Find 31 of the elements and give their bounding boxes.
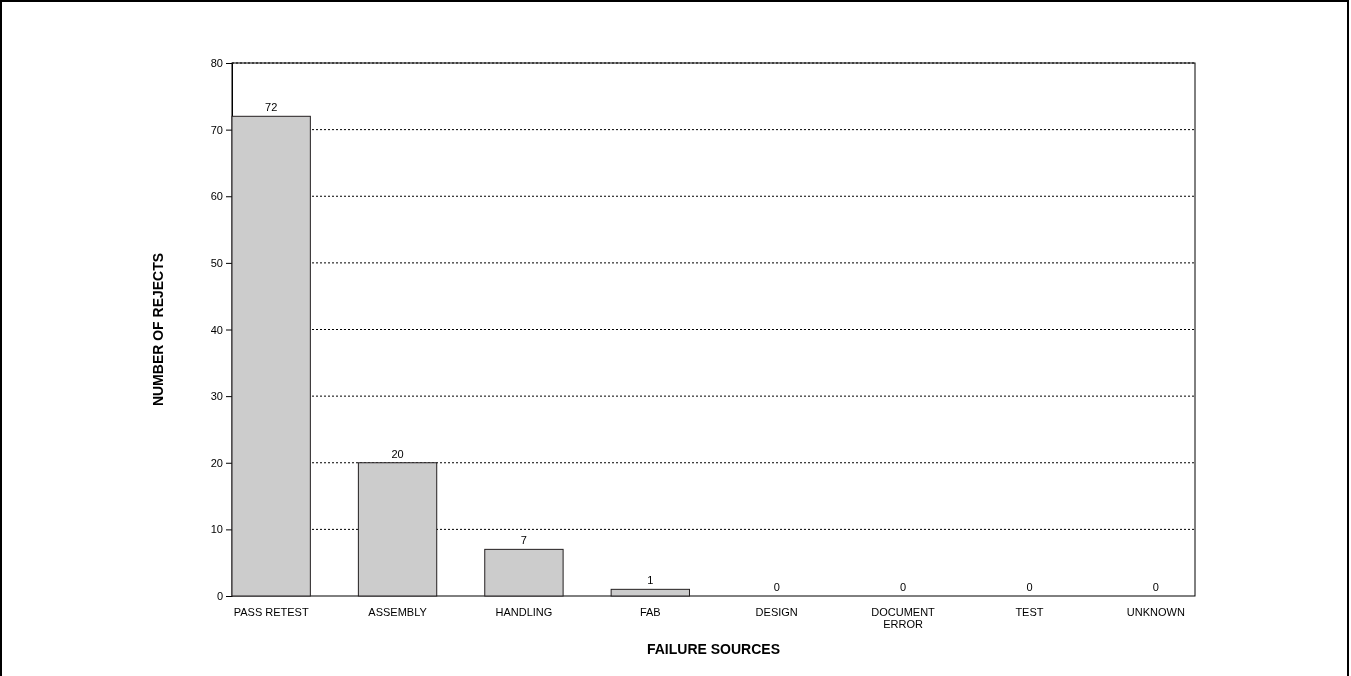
x-tick-label: DESIGN [755, 605, 798, 618]
data-label: 20 [391, 447, 404, 460]
y-tick-label: 0 [216, 590, 223, 603]
x-tick-label: HANDLING [495, 605, 553, 618]
y-tick-label: 50 [210, 256, 223, 269]
data-label: 0 [1026, 581, 1033, 593]
y-tick-label: 40 [210, 323, 223, 336]
data-label: 0 [1152, 581, 1159, 593]
data-label: 1 [647, 574, 654, 587]
data-label: 7 [520, 534, 527, 547]
bar [231, 115, 311, 597]
y-axis-title: NUMBER OF REJECTS [150, 252, 166, 407]
x-tick-label: UNKNOWN [1126, 605, 1185, 618]
bar [357, 462, 438, 597]
y-tick-label: 80 [210, 57, 223, 70]
x-tick-label: FAB [639, 605, 661, 618]
bar [484, 548, 564, 597]
x-tick-label: PASS RETEST [233, 605, 309, 618]
data-label: 0 [773, 581, 780, 593]
x-axis-title: FAILURE SOURCES [646, 641, 781, 657]
y-tick-label: 60 [210, 190, 223, 203]
data-label: 72 [265, 101, 278, 114]
y-tick-label: 20 [210, 456, 223, 469]
data-label: 0 [900, 581, 907, 593]
bar [610, 588, 690, 597]
x-tick-label: ASSEMBLY [368, 605, 428, 618]
y-tick-label: 10 [210, 523, 223, 536]
y-tick-label: 70 [210, 123, 223, 136]
x-tick-label: DOCUMENT ERROR [871, 605, 936, 630]
y-tick-label: 30 [210, 390, 223, 403]
x-tick-label: TEST [1015, 605, 1044, 618]
